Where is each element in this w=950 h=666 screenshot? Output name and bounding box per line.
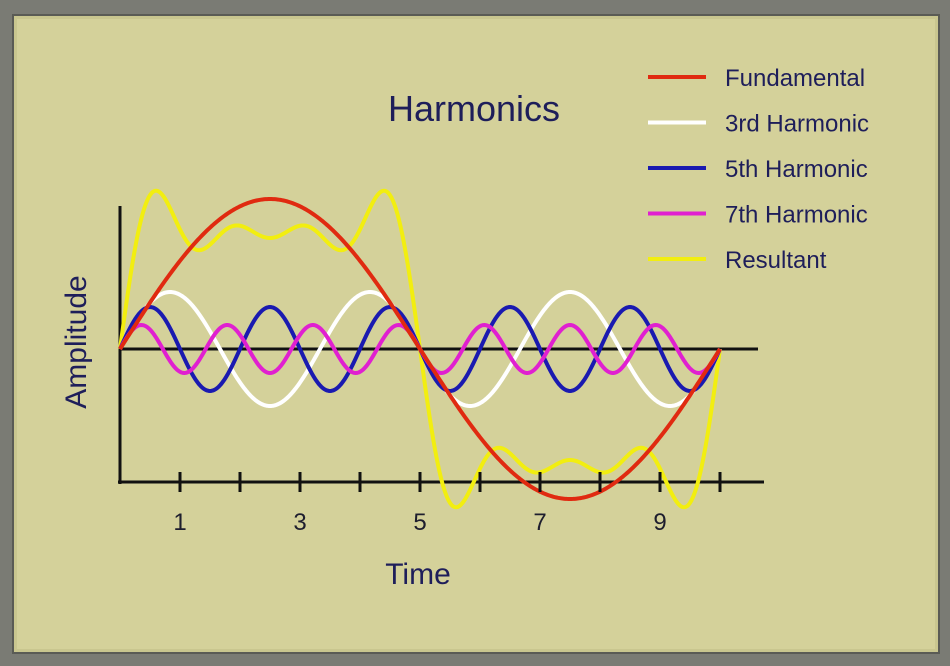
chart-title: Harmonics bbox=[388, 88, 560, 129]
x-tick-label: 5 bbox=[413, 509, 426, 536]
legend-label-resultant: Resultant bbox=[725, 247, 827, 274]
chart-panel bbox=[12, 14, 940, 654]
series-layer bbox=[118, 188, 722, 510]
legend-label-fundamental: Fundamental bbox=[725, 65, 865, 92]
legend-label-7th-harmonic: 7th Harmonic bbox=[725, 202, 868, 229]
x-tick-label: 7 bbox=[533, 509, 546, 536]
legend: Fundamental 3rd Harmonic 5th Harmonic 7th H… bbox=[648, 65, 869, 274]
x-tick-label: 9 bbox=[653, 509, 666, 536]
legend-label-3rd-harmonic: 3rd Harmonic bbox=[725, 111, 869, 138]
x-axis-title: Time bbox=[385, 558, 451, 591]
x-ticks: 1 3 5 7 9 bbox=[173, 472, 722, 536]
y-axis-title: Amplitude bbox=[60, 275, 93, 408]
x-tick-label: 3 bbox=[293, 509, 306, 536]
axes bbox=[118, 206, 764, 484]
legend-label-5th-harmonic: 5th Harmonic bbox=[725, 156, 868, 183]
series-line-fundamental bbox=[118, 197, 722, 501]
x-tick-label: 1 bbox=[173, 509, 186, 536]
